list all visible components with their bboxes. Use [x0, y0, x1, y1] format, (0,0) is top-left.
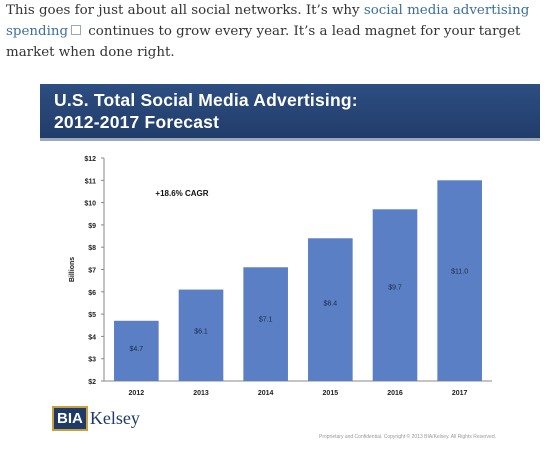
intro-text-start: This goes for just about all social netw… — [6, 3, 364, 18]
chart-title-line1: U.S. Total Social Media Advertising: — [54, 90, 358, 110]
intro-paragraph: This goes for just about all social netw… — [6, 0, 554, 63]
bar-2015 — [308, 238, 353, 381]
bar-2017 — [437, 180, 482, 381]
bar-value-label: $9.7 — [388, 285, 402, 292]
y-tick-label: $11 — [85, 178, 96, 185]
y-tick-label: $7 — [88, 268, 96, 275]
bar-value-label: $11.0 — [451, 269, 468, 276]
chart-banner: U.S. Total Social Media Advertising: 201… — [40, 84, 540, 141]
y-tick-label: $4 — [88, 334, 96, 341]
bia-kelsey-logo: BIA Kelsey — [52, 406, 140, 431]
x-tick-label: 2015 — [323, 390, 339, 397]
x-tick-label: 2017 — [452, 390, 468, 397]
y-tick-label: $10 — [84, 201, 96, 208]
y-axis-title: Billions — [69, 257, 76, 282]
bar-2013 — [178, 289, 224, 381]
bar-2014 — [243, 267, 288, 381]
x-tick-label: 2012 — [129, 390, 145, 397]
y-tick-label: $12 — [84, 156, 96, 163]
bar-value-label: $4.7 — [130, 346, 144, 353]
y-tick-label: $5 — [88, 312, 96, 319]
logo-mark: BIA — [52, 406, 88, 431]
external-link-icon — [71, 25, 82, 35]
y-tick-label: $2 — [88, 379, 96, 386]
bar-value-label: $8.4 — [324, 301, 338, 308]
bar-chart: $2 $3 $4 $5 $6 $7 $8 $9 $10 $11 $12 Billions $4.7 201… — [69, 156, 492, 397]
bar-2012 — [114, 320, 159, 381]
bar-2016 — [372, 209, 418, 381]
social-media-advertising-link[interactable]: social media advertising spending — [6, 3, 530, 39]
bar-value-label: $7.1 — [259, 316, 273, 323]
x-tick-label: 2013 — [193, 390, 209, 397]
x-tick-label: 2016 — [387, 390, 403, 397]
y-tick-label: $8 — [88, 245, 96, 252]
chart-title-line2: 2012-2017 Forecast — [54, 112, 220, 132]
y-tick-label: $9 — [88, 223, 96, 230]
intro-text-end: continues to grow every year. It’s a lea… — [6, 24, 521, 60]
y-tick-label: $6 — [88, 290, 96, 297]
cagr-annotation: +18.6% CAGR — [155, 189, 208, 198]
bar-value-label: $6.1 — [194, 329, 208, 336]
copyright-note: Proprietary and Confidential. Copyright … — [318, 434, 496, 440]
chart-slide: U.S. Total Social Media Advertising: 201… — [30, 76, 548, 453]
y-tick-label: $3 — [88, 357, 96, 364]
x-tick-label: 2014 — [258, 390, 274, 397]
logo-name: Kelsey — [89, 408, 140, 428]
